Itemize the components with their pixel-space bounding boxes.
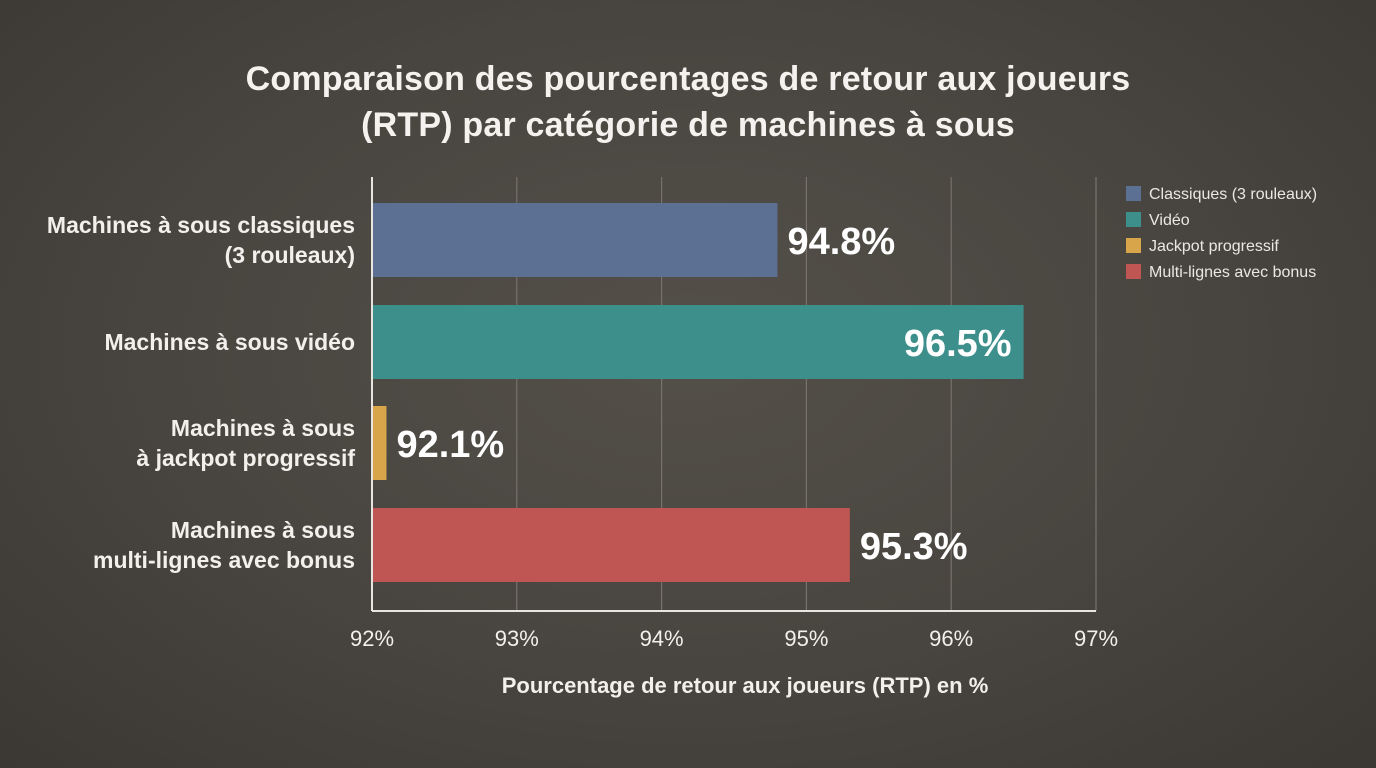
legend: Classiques (3 rouleaux) Vidéo Jackpot prog… <box>1126 186 1317 281</box>
category-label: (3 rouleaux) <box>225 242 355 268</box>
bar-value-label: 94.8% <box>787 221 895 263</box>
legend-item: Jackpot progressif <box>1126 238 1279 255</box>
legend-label: Multi-lignes avec bonus <box>1149 264 1316 281</box>
legend-swatch <box>1126 264 1141 279</box>
category-label: multi-lignes avec bonus <box>93 547 355 573</box>
legend-label: Vidéo <box>1149 212 1190 229</box>
legend-swatch <box>1126 186 1141 201</box>
x-tick-label: 92% <box>350 626 394 651</box>
legend-label: Classiques (3 rouleaux) <box>1149 186 1317 203</box>
bar-value-label: 96.5% <box>904 323 1012 365</box>
category-label: Machines à sous vidéo <box>104 329 355 355</box>
category-label: Machines à sous <box>171 517 355 543</box>
category-labels: Machines à sous classiques (3 rouleaux) Ma… <box>47 212 355 573</box>
bars <box>373 203 1024 582</box>
chart-title-line-2: (RTP) par catégorie de machines à sous <box>361 106 1015 144</box>
category-label: Machines à sous classiques <box>47 212 355 238</box>
bar <box>373 508 850 582</box>
x-tick-label: 94% <box>640 626 684 651</box>
x-tick-label: 96% <box>929 626 973 651</box>
legend-item: Classiques (3 rouleaux) <box>1126 186 1317 203</box>
bar-value-label: 95.3% <box>860 526 968 568</box>
x-tick-label: 97% <box>1074 626 1118 651</box>
category-label: Machines à sous <box>171 415 355 441</box>
legend-item: Vidéo <box>1126 212 1190 229</box>
bar <box>373 305 1024 379</box>
legend-label: Jackpot progressif <box>1149 238 1279 255</box>
x-tick-labels: 92% 93% 94% 95% 96% 97% <box>350 626 1118 651</box>
x-tick-label: 95% <box>784 626 828 651</box>
category-label: à jackpot progressif <box>136 445 355 471</box>
bar-value-label: 92.1% <box>396 424 504 466</box>
bar <box>373 203 778 277</box>
legend-swatch <box>1126 238 1141 253</box>
chart-title-line-1: Comparaison des pourcentages de retour a… <box>245 60 1131 98</box>
chart-title: Comparaison des pourcentages de retour a… <box>0 56 1376 148</box>
x-tick-label: 93% <box>495 626 539 651</box>
x-axis-title: Pourcentage de retour aux joueurs (RTP) … <box>502 673 989 698</box>
bar <box>373 406 387 480</box>
value-labels: 94.8% 96.5% 92.1% 95.3% <box>396 221 1011 568</box>
legend-item: Multi-lignes avec bonus <box>1126 264 1316 281</box>
legend-swatch <box>1126 212 1141 227</box>
axes <box>371 177 1096 612</box>
